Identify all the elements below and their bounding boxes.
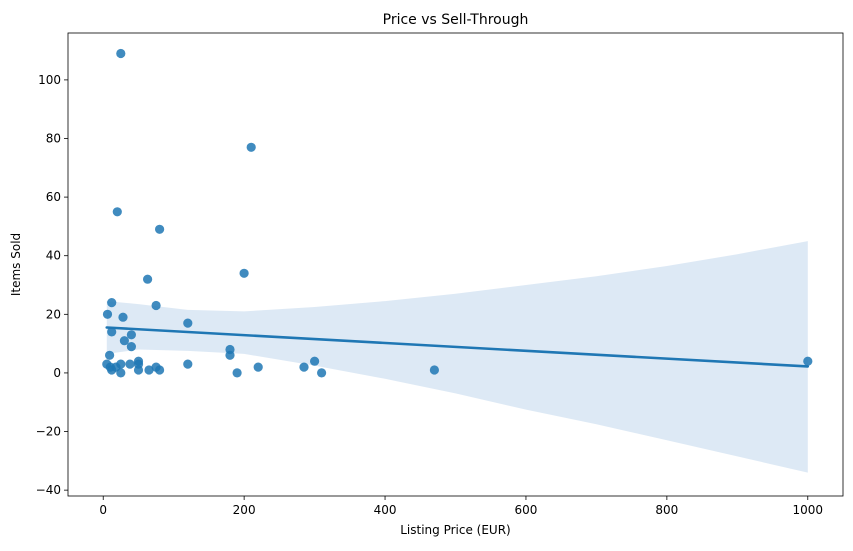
data-point (155, 365, 165, 375)
data-point (107, 327, 117, 337)
data-point (310, 356, 320, 366)
data-point (253, 362, 263, 372)
data-point (299, 362, 309, 372)
confidence-band (106, 241, 808, 473)
x-tick-label: 400 (374, 503, 397, 517)
data-point (118, 312, 128, 322)
data-point (317, 368, 327, 378)
x-tick-label: 800 (655, 503, 678, 517)
chart-title: Price vs Sell-Through (383, 12, 529, 28)
y-tick-label: −40 (36, 483, 61, 497)
data-point (429, 365, 439, 375)
data-point (151, 300, 161, 311)
data-point (246, 142, 256, 152)
data-point (225, 350, 235, 360)
data-point (105, 350, 115, 360)
x-tick-label: 200 (233, 503, 256, 517)
data-point (803, 356, 813, 366)
data-point (143, 274, 153, 284)
data-point (125, 359, 135, 369)
regression-line (105, 326, 810, 368)
y-tick-label: −20 (36, 425, 61, 439)
data-point (133, 365, 144, 375)
x-axis-title: Listing Price (EUR) (400, 523, 511, 537)
y-tick-label: 60 (46, 190, 61, 204)
x-tick-label: 0 (99, 503, 107, 517)
data-point (126, 342, 136, 352)
data-point (116, 368, 126, 378)
data-point (183, 318, 193, 328)
data-point (239, 268, 249, 278)
data-point (107, 298, 117, 308)
data-point (119, 336, 129, 346)
data-point (144, 365, 154, 375)
data-point (126, 330, 136, 340)
data-point (102, 309, 113, 319)
y-tick-label: 20 (46, 307, 61, 321)
regression-line-layer (105, 326, 810, 368)
y-tick-label: 100 (38, 73, 61, 87)
y-tick-label: 0 (53, 366, 61, 380)
data-point (112, 207, 122, 217)
x-tick-label: 1000 (792, 503, 823, 517)
x-tick-label: 600 (515, 503, 538, 517)
y-tick-label: 80 (46, 131, 61, 145)
data-point (107, 365, 117, 375)
data-point (232, 368, 242, 378)
y-axis: −40 −20 0 20 40 60 80 100 (36, 73, 68, 497)
y-tick-label: 40 (46, 249, 61, 263)
plot-frame (67, 32, 844, 497)
x-axis: 0 200 400 600 800 1000 (99, 496, 823, 517)
data-point (155, 224, 165, 234)
data-points-layer (102, 48, 813, 378)
y-axis-title: Items Sold (9, 233, 23, 296)
data-point (183, 359, 193, 369)
confidence-band-layer (106, 241, 808, 473)
data-point (116, 48, 126, 59)
